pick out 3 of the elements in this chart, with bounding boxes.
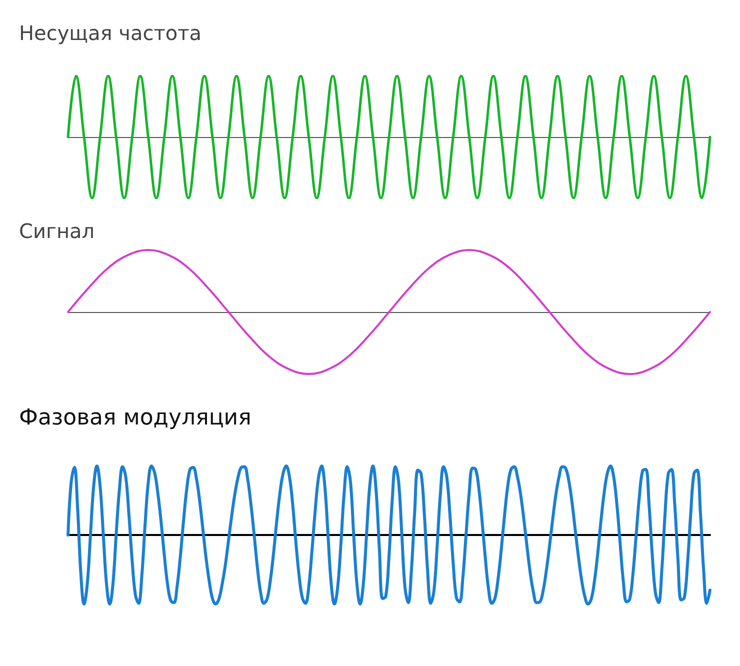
chart-title: Сигнал: [19, 219, 95, 243]
chart-title: Несущая частота: [19, 21, 202, 45]
chart-title: Фазовая модуляция: [19, 406, 252, 430]
